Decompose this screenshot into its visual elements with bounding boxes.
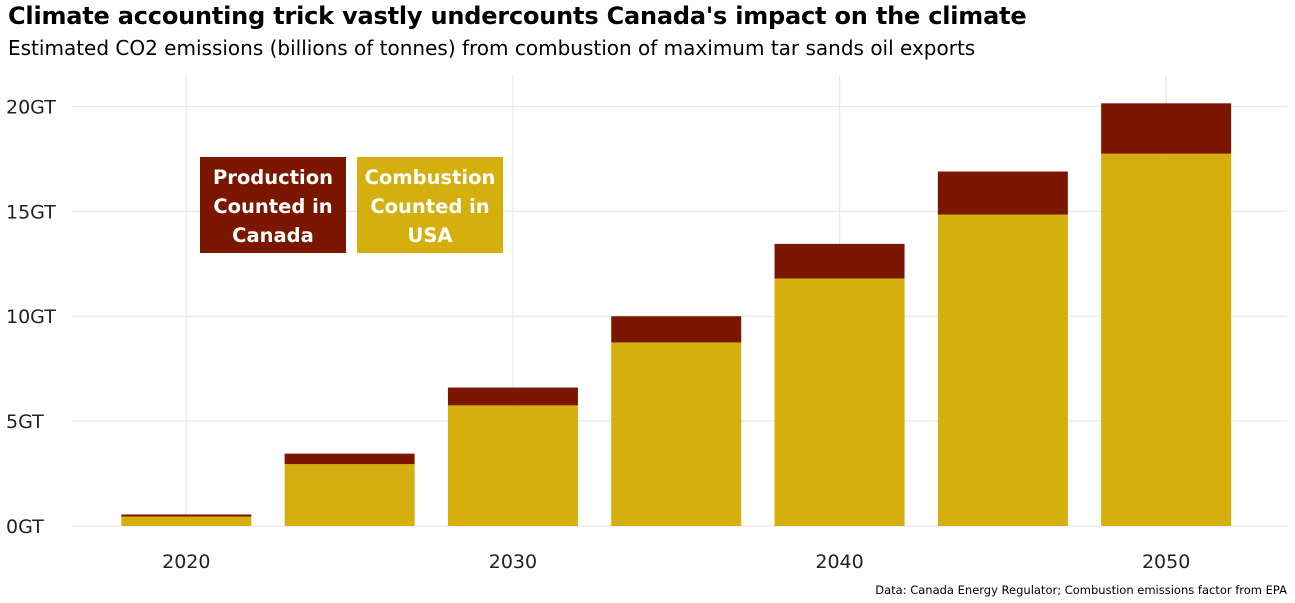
chart-caption: Data: Canada Energy Regulator; Combustio… xyxy=(875,583,1287,597)
bar-segment xyxy=(774,278,905,526)
bar-segment xyxy=(774,243,905,279)
y-tick-label: 15GT xyxy=(6,201,56,223)
bar-segment xyxy=(611,342,742,526)
bar-segment xyxy=(1101,103,1232,154)
bar-segment xyxy=(447,405,578,526)
bar-segment xyxy=(121,516,252,526)
bar-segment xyxy=(447,387,578,406)
legend-label: Production xyxy=(213,166,333,189)
x-tick-label: 2030 xyxy=(489,551,537,573)
bar-segment xyxy=(1101,153,1232,527)
legend-label: Counted in xyxy=(370,195,489,218)
chart-title: Climate accounting trick vastly undercou… xyxy=(8,2,1027,30)
y-tick-label: 10GT xyxy=(6,306,56,328)
bar-segment xyxy=(284,453,415,465)
y-tick-label: 0GT xyxy=(6,516,44,538)
bar-segment xyxy=(937,214,1068,526)
chart-subtitle: Estimated CO2 emissions (billions of ton… xyxy=(8,36,976,60)
bar-segment xyxy=(121,514,252,517)
x-tick-label: 2050 xyxy=(1142,551,1190,573)
x-tick-label: 2020 xyxy=(162,551,210,573)
y-tick-label: 5GT xyxy=(6,411,44,433)
legend-label: Counted in xyxy=(213,195,332,218)
legend-label: Canada xyxy=(232,224,314,247)
legend-swatch xyxy=(200,157,346,253)
bar-segment xyxy=(937,171,1068,215)
bar-segment xyxy=(284,464,415,526)
x-tick-label: 2040 xyxy=(815,551,863,573)
bar-segment xyxy=(611,316,742,343)
legend-swatch xyxy=(357,157,503,253)
y-tick-label: 20GT xyxy=(6,96,56,118)
legend-label: Combustion xyxy=(365,166,496,189)
legend-label: USA xyxy=(408,224,453,247)
